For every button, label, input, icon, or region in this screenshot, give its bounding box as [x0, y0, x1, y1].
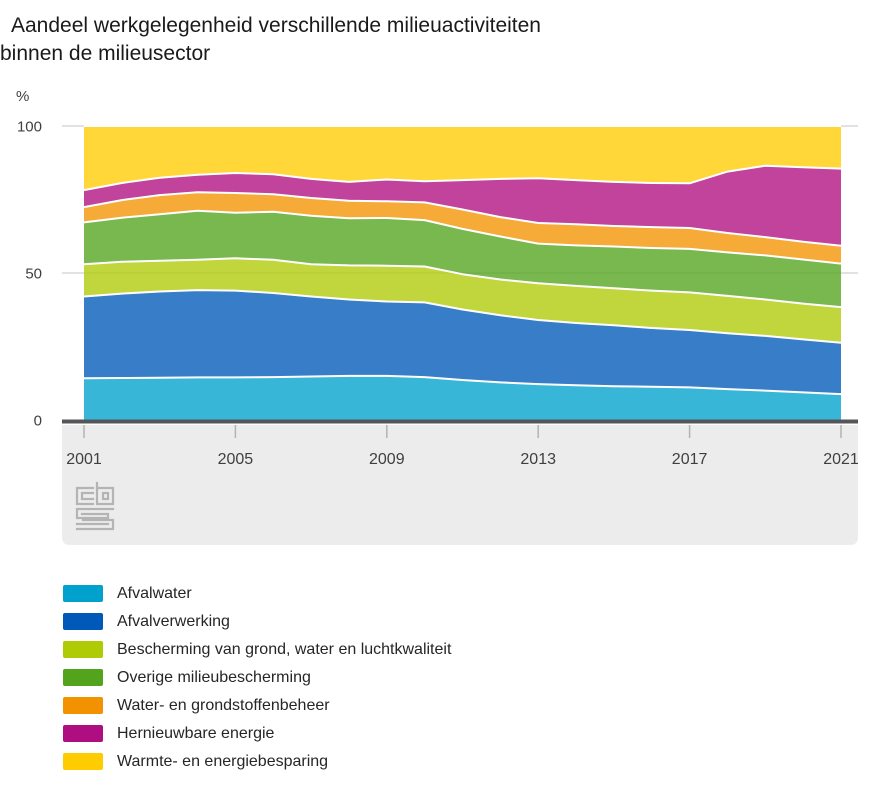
legend-swatch-afvalwater [63, 585, 103, 602]
chart-title-line2: binnen de milieusector [0, 42, 211, 65]
area-band-bescherming-grond-water-lucht [84, 258, 841, 343]
y-tick-label-50: 50 [25, 266, 42, 283]
legend-label-hernieuwbare-energie: Hernieuwbare energie [117, 724, 275, 742]
legend-label-overige-milieubescherming: Overige milieubescherming [117, 668, 311, 686]
legend-label-afvalverwerking: Afvalverwerking [117, 612, 230, 630]
band-edge-overige-milieubescherming [83, 209, 842, 265]
legend-label-bescherming-grond-water-lucht: Bescherming van grond, water en luchtkwa… [117, 640, 452, 658]
area-band-afvalverwerking [84, 290, 841, 395]
chart-title: Aandeel werkgelegenheid verschillende mi… [0, 12, 820, 68]
legend-item-hernieuwbare-energie: Hernieuwbare energie [63, 725, 451, 742]
area-band-overige-milieubescherming [84, 210, 841, 308]
legend-swatch-water-en-grondstoffenbeheer [63, 697, 103, 714]
cbs-logo-stroke [75, 507, 115, 520]
legend-label-afvalwater: Afvalwater [117, 584, 192, 602]
x-tick-label-2021: 2021 [823, 451, 859, 468]
cbs-logo-stroke [95, 486, 115, 506]
x-tick-label-2017: 2017 [672, 451, 708, 468]
legend-item-afvalverwerking: Afvalverwerking [63, 613, 451, 630]
y-axis-unit-label: % [16, 88, 29, 105]
x-tick-label-2005: 2005 [218, 451, 254, 468]
cbs-logo-stroke [75, 486, 95, 506]
legend-item-afvalwater: Afvalwater [63, 585, 451, 602]
legend-item-bescherming-grond-water-lucht: Bescherming van grond, water en luchtkwa… [63, 641, 451, 658]
legend-item-warmte-en-energiebesparing: Warmte- en energiebesparing [63, 753, 451, 770]
band-edge-bescherming-grond-water-lucht [83, 257, 842, 309]
legend-swatch-afvalverwerking [63, 613, 103, 630]
band-edge-hernieuwbare-energie [83, 164, 842, 192]
x-axis-line [62, 419, 858, 424]
legend-label-water-en-grondstoffenbeheer: Water- en grondstoffenbeheer [117, 696, 330, 714]
legend-item-water-en-grondstoffenbeheer: Water- en grondstoffenbeheer [63, 697, 451, 714]
cbs-logo-icon [75, 481, 115, 531]
area-band-hernieuwbare-energie [84, 165, 841, 246]
x-tick-label-2009: 2009 [369, 451, 405, 468]
cbs-logo-stroke [75, 518, 115, 531]
cbs-logo-stroke [80, 491, 95, 501]
band-edge-afvalverwerking [83, 289, 842, 344]
legend-item-overige-milieubescherming: Overige milieubescherming [63, 669, 451, 686]
band-edge-afvalwater [83, 374, 842, 396]
x-tick-label-2001: 2001 [66, 451, 102, 468]
band-edge-water-en-grondstoffenbeheer [83, 191, 842, 247]
legend-swatch-overige-milieubescherming [63, 669, 103, 686]
x-axis-band [62, 425, 858, 545]
legend-swatch-bescherming-grond-water-lucht [63, 641, 103, 658]
chart-title-line1: Aandeel werkgelegenheid verschillende mi… [11, 14, 541, 37]
legend: Afvalwater Afvalverwerking Bescherming van… [63, 585, 451, 781]
y-tick-label-100: 100 [17, 119, 42, 136]
legend-label-warmte-en-energiebesparing: Warmte- en energiebesparing [117, 752, 329, 770]
legend-swatch-warmte-en-energiebesparing [63, 753, 103, 770]
cbs-logo-stroke [101, 491, 110, 501]
stacked-area-chart: 2001 2005 2009 2013 2017 2021 100 50 0% [16, 88, 859, 545]
chart-area: 2001 2005 2009 2013 2017 2021 100 50 0% [0, 85, 874, 561]
y-tick-label-0: 0 [34, 413, 42, 430]
legend-swatch-hernieuwbare-energie [63, 725, 103, 742]
x-tick-label-2013: 2013 [520, 451, 556, 468]
